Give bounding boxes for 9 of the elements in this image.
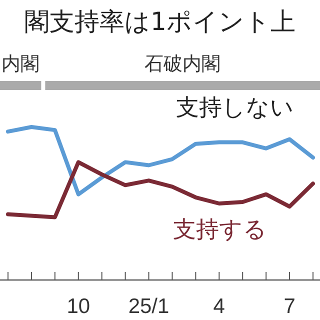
text: 石破内閣 bbox=[144, 53, 221, 75]
series-label: 支持する bbox=[173, 217, 267, 243]
series-label: 支持しない bbox=[176, 95, 294, 121]
x-tick-label: 7 bbox=[284, 295, 296, 318]
x-tick-label: 10 bbox=[66, 295, 90, 318]
x-tick-label: 4 bbox=[213, 295, 226, 318]
text: 内閣 bbox=[2, 53, 40, 75]
chart-title: 閣支持率は1ポイント上 bbox=[24, 7, 296, 36]
x-tick-label: 25/1 bbox=[128, 295, 170, 318]
